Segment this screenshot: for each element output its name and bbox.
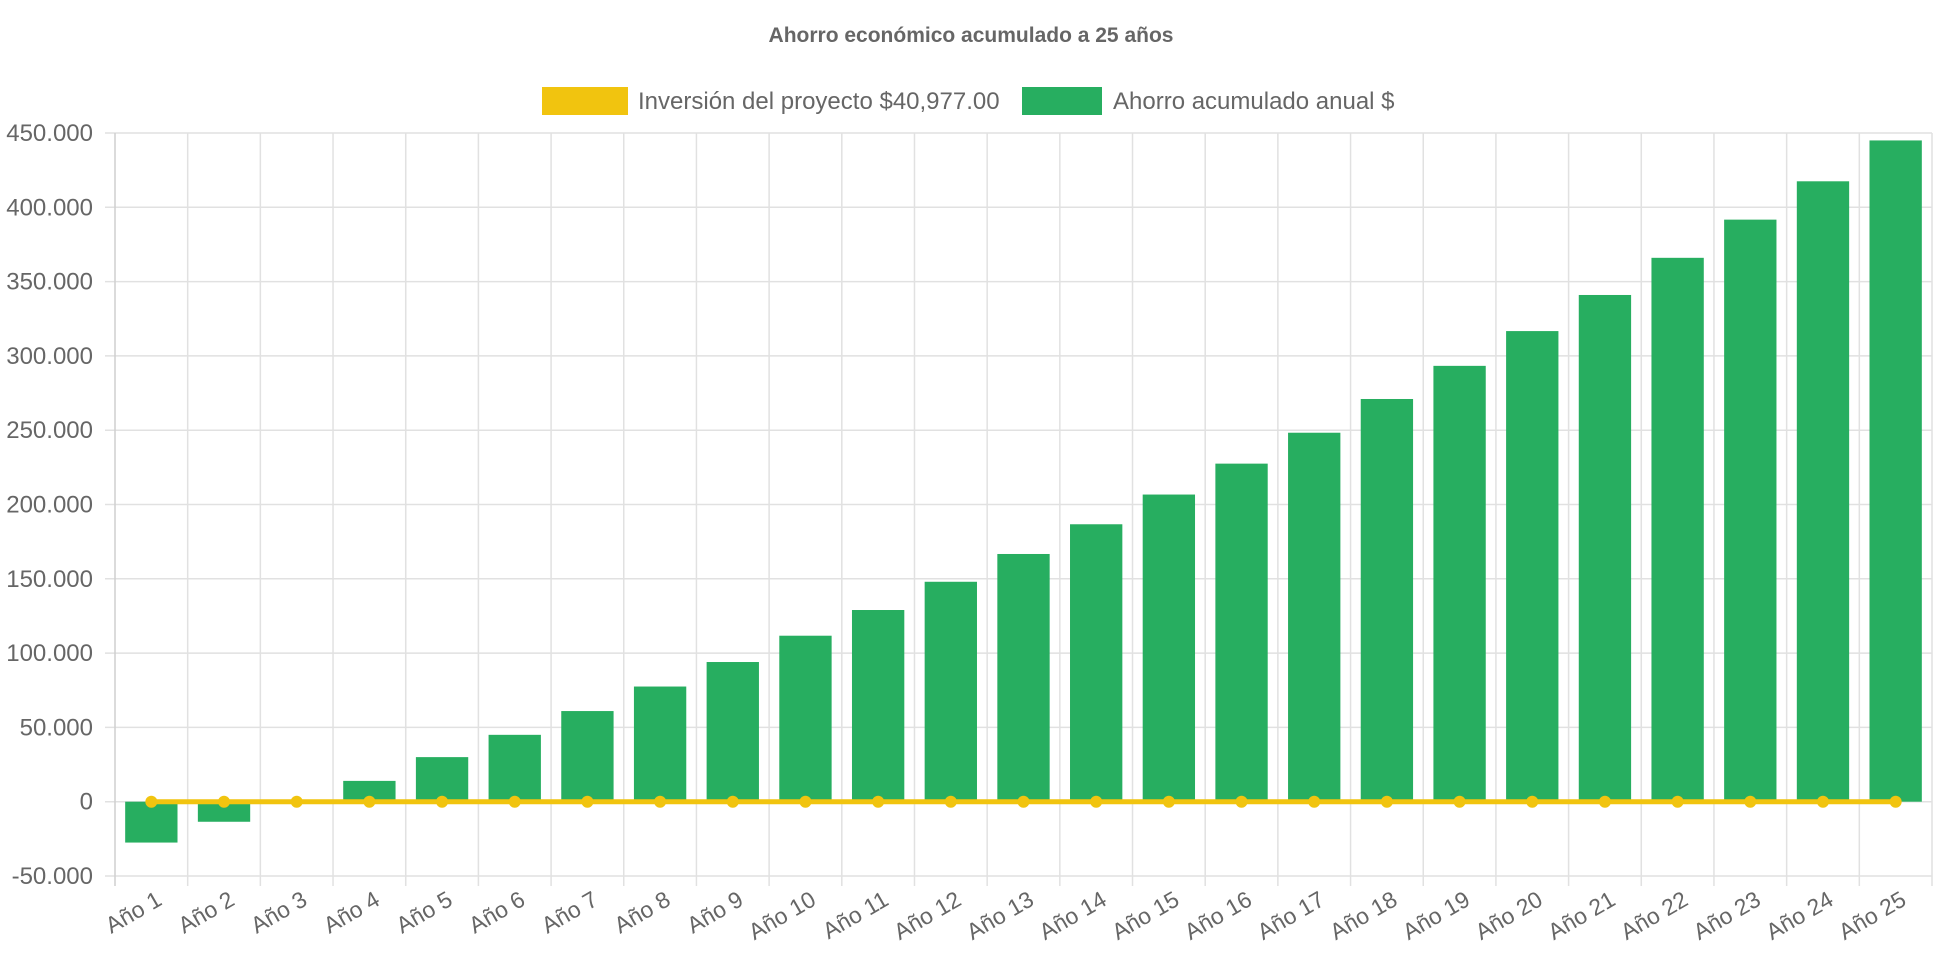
bar — [488, 734, 541, 802]
bar — [1433, 365, 1486, 802]
investment-point — [654, 795, 667, 808]
bar — [997, 553, 1050, 802]
investment-point — [1453, 795, 1466, 808]
y-tick-label: 300.000 — [6, 343, 93, 370]
bar — [415, 757, 469, 802]
bar — [1142, 494, 1196, 802]
investment-point — [290, 795, 303, 808]
bar — [1360, 398, 1414, 802]
x-tick-label: Año 9 — [682, 886, 747, 939]
bar — [924, 581, 977, 802]
investment-point — [436, 795, 449, 808]
investment-point — [1017, 795, 1030, 808]
investment-point — [1598, 795, 1611, 808]
investment-point — [799, 795, 812, 808]
investment-point — [1889, 795, 1902, 808]
bar — [197, 801, 251, 822]
investment-point — [581, 795, 594, 808]
x-tick-label: Año 12 — [889, 886, 965, 945]
investment-point — [1380, 795, 1393, 808]
bar — [343, 780, 396, 802]
legend-swatch-investment[interactable] — [542, 87, 628, 115]
y-tick-label: 200.000 — [6, 492, 93, 519]
x-tick-label: Año 18 — [1325, 886, 1401, 945]
x-tick-label: Año 20 — [1471, 886, 1547, 945]
investment-point — [944, 795, 957, 808]
y-tick-label: 400.000 — [6, 194, 93, 221]
bar — [1578, 294, 1632, 802]
x-tick-label: Año 14 — [1035, 886, 1111, 945]
bar — [1215, 463, 1268, 802]
legend-label-investment[interactable]: Inversión del proyecto $40,977.00 — [638, 88, 1000, 115]
x-tick-label: Año 16 — [1180, 886, 1256, 945]
x-tick-label: Año 7 — [537, 886, 602, 939]
x-tick-label: Año 22 — [1616, 886, 1692, 945]
y-tick-label: -50.000 — [12, 863, 93, 890]
x-tick-label: Año 17 — [1253, 886, 1329, 945]
x-tick-label: Año 21 — [1543, 886, 1619, 945]
investment-point — [1744, 795, 1757, 808]
investment-point — [1090, 795, 1103, 808]
y-tick-label: 100.000 — [6, 640, 93, 667]
bar — [779, 635, 832, 802]
x-tick-label: Año 5 — [392, 886, 457, 939]
chart-title: Ahorro económico acumulado a 25 años — [769, 24, 1174, 47]
x-tick-label: Año 19 — [1398, 886, 1474, 945]
x-tick-label: Año 1 — [101, 886, 166, 939]
legend-label-savings[interactable]: Ahorro acumulado anual $ — [1113, 88, 1395, 115]
y-tick-label: 0 — [80, 789, 93, 816]
x-tick-label: Año 23 — [1689, 886, 1765, 945]
legend: Inversión del proyecto $40,977.00 Ahorro… — [542, 87, 1395, 115]
bar — [1288, 432, 1341, 802]
bar — [1869, 140, 1922, 802]
x-tick-label: Año 24 — [1761, 886, 1837, 945]
bar — [633, 686, 687, 802]
investment-point — [145, 795, 158, 808]
bar — [125, 801, 178, 843]
x-tick-label: Año 2 — [173, 886, 238, 939]
x-tick-label: Año 3 — [246, 886, 311, 939]
x-tick-label: Año 15 — [1107, 886, 1183, 945]
investment-point — [1671, 795, 1684, 808]
bar — [1796, 181, 1850, 802]
x-tick-label: Año 8 — [610, 886, 675, 939]
y-tick-label: 450.000 — [6, 120, 93, 147]
x-tick-label: Año 25 — [1834, 886, 1910, 945]
legend-swatch-savings[interactable] — [1022, 87, 1102, 115]
y-tick-label: 150.000 — [6, 566, 93, 593]
bar — [561, 711, 614, 802]
investment-point — [508, 795, 521, 808]
x-tick-label: Año 10 — [744, 886, 820, 945]
bar — [1506, 331, 1559, 802]
x-tick-label: Año 4 — [319, 886, 384, 939]
investment-point — [726, 795, 739, 808]
x-tick-label: Año 11 — [818, 886, 893, 944]
investment-point — [1308, 795, 1321, 808]
x-tick-label: Año 13 — [962, 886, 1038, 945]
bar — [1651, 257, 1704, 802]
y-tick-label: 250.000 — [6, 417, 93, 444]
investment-point — [1235, 795, 1248, 808]
investment-point — [218, 795, 231, 808]
bar — [706, 662, 759, 802]
investment-point — [872, 795, 885, 808]
y-tick-label: 50.000 — [20, 714, 93, 741]
bar — [851, 610, 905, 802]
y-tick-label: 350.000 — [6, 269, 93, 296]
investment-point — [1816, 795, 1829, 808]
investment-point — [363, 795, 376, 808]
bar — [1070, 524, 1123, 802]
investment-point — [1526, 795, 1539, 808]
investment-point — [1162, 795, 1175, 808]
x-tick-label: Año 6 — [464, 886, 529, 939]
bar — [1724, 219, 1777, 802]
